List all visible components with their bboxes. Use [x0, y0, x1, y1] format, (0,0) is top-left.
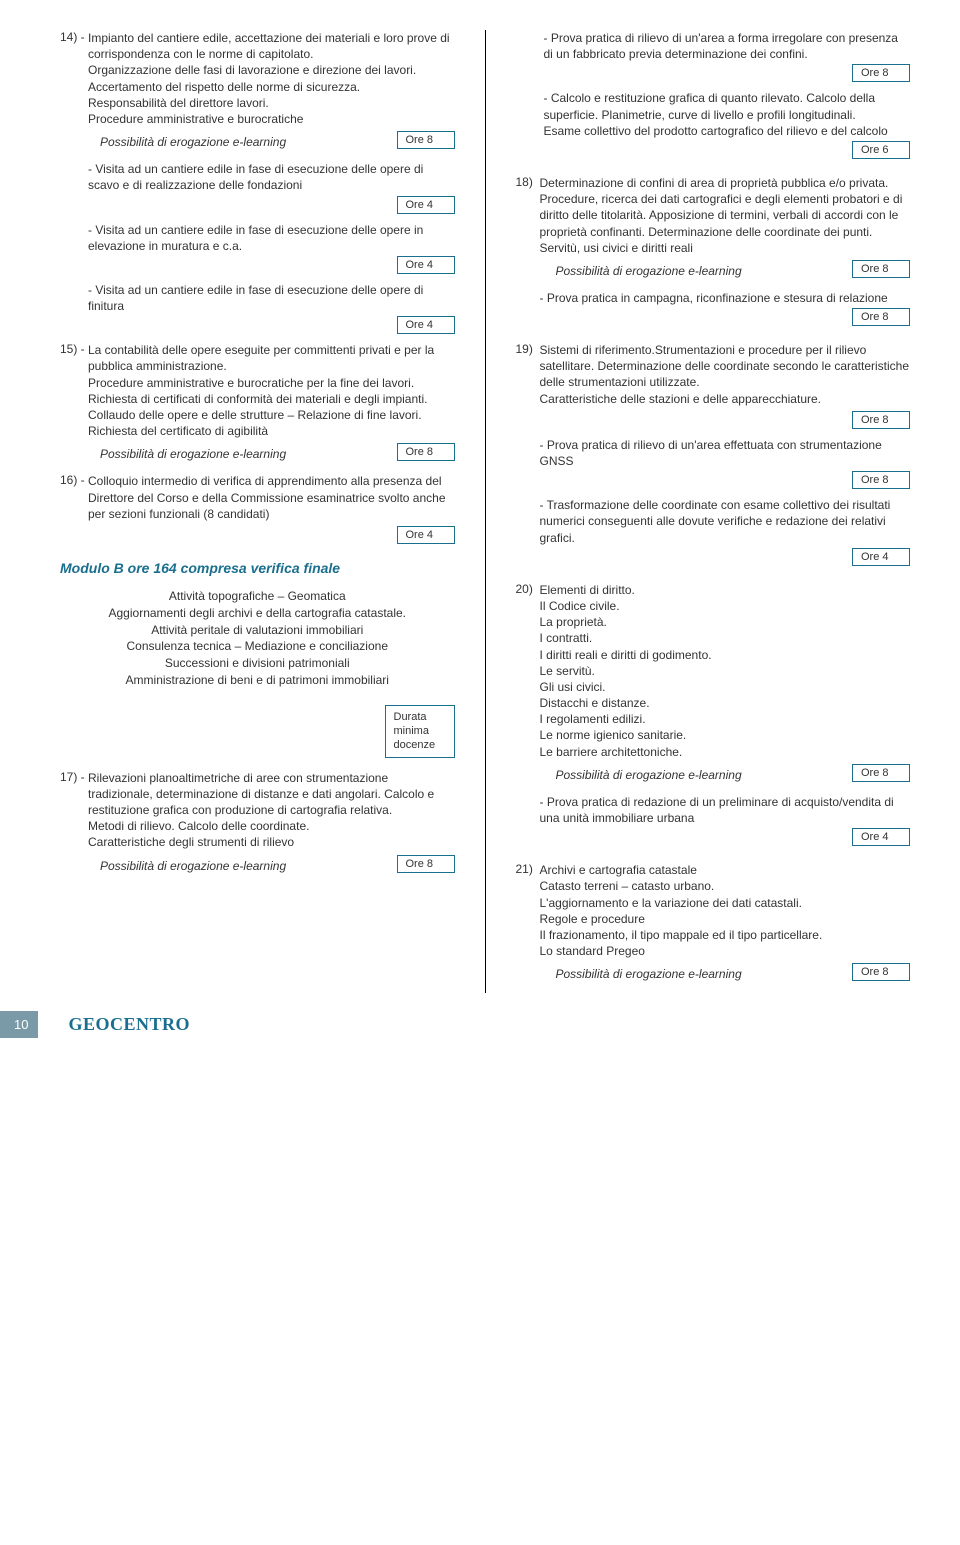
sub-item: - Trasformazione delle coordinate con es… [540, 497, 911, 546]
sub-item: - Prova pratica in campagna, riconfinazi… [540, 290, 911, 306]
item-text: Elementi di diritto. Il Codice civile. L… [540, 582, 911, 760]
item-number: 17) - [60, 770, 88, 851]
hours-box: Ore 4 [397, 196, 455, 214]
item-15: 15) - La contabilità delle opere eseguit… [60, 342, 455, 439]
hours-box: Ore 8 [852, 411, 910, 429]
item-number: 21) [516, 862, 540, 959]
footer: 10 GEOCENTRO [0, 1003, 960, 1050]
column-divider [485, 30, 486, 993]
elearning-note: Possibilità di erogazione e-learning [556, 967, 843, 981]
right-column: - Prova pratica di rilievo di un'area a … [516, 30, 911, 993]
hours-box: Ore 8 [852, 963, 910, 981]
sub-item: - Visita ad un cantiere edile in fase di… [88, 282, 455, 314]
elearning-note: Possibilità di erogazione e-learning [556, 264, 843, 278]
item-14: 14) - Impianto del cantiere edile, accet… [60, 30, 455, 127]
elearning-note: Possibilità di erogazione e-learning [100, 859, 387, 873]
item-text: Determinazione di confini di area di pro… [540, 175, 911, 256]
hours-box: Ore 8 [397, 855, 455, 873]
hours-box: Ore 4 [397, 256, 455, 274]
sub-item: - Calcolo e restituzione grafica di quan… [544, 90, 911, 139]
module-b-title: Modulo B ore 164 compresa verifica final… [60, 560, 455, 576]
hours-box: Ore 8 [852, 260, 910, 278]
page-number: 10 [0, 1011, 38, 1038]
hours-box: Ore 8 [852, 471, 910, 489]
sub-item: - Prova pratica di redazione di un preli… [540, 794, 911, 826]
item-number: 19) [516, 342, 540, 407]
left-column: 14) - Impianto del cantiere edile, accet… [60, 30, 455, 993]
hours-box: Ore 4 [397, 526, 455, 544]
hours-box: Ore 8 [397, 443, 455, 461]
elearning-note: Possibilità di erogazione e-learning [556, 768, 843, 782]
logo: GEOCENTRO [68, 1014, 190, 1035]
sub-item: - Prova pratica di rilievo di un'area ef… [540, 437, 911, 469]
item-text: Sistemi di riferimento.Strumentazioni e … [540, 342, 911, 407]
item-text: Colloquio intermedio di verifica di appr… [88, 473, 455, 522]
hours-box: Ore 8 [852, 764, 910, 782]
item-20: 20) Elementi di diritto. Il Codice civil… [516, 582, 911, 760]
item-18: 18) Determinazione di confini di area di… [516, 175, 911, 256]
elearning-note: Possibilità di erogazione e-learning [100, 135, 387, 149]
hours-box: Ore 8 [852, 64, 910, 82]
item-number: 18) [516, 175, 540, 256]
item-21: 21) Archivi e cartografia catastale Cata… [516, 862, 911, 959]
hours-box: Ore 8 [852, 308, 910, 326]
elearning-note: Possibilità di erogazione e-learning [100, 447, 387, 461]
hours-box: Ore 6 [852, 141, 910, 159]
item-number: 20) [516, 582, 540, 760]
item-17: 17) - Rilevazioni planoaltimetriche di a… [60, 770, 455, 851]
item-text: Rilevazioni planoaltimetriche di aree co… [88, 770, 455, 851]
center-description: Attività topografiche – Geomatica Aggior… [90, 588, 425, 689]
item-19: 19) Sistemi di riferimento.Strumentazion… [516, 342, 911, 407]
hours-box: Ore 8 [397, 131, 455, 149]
hours-box: Ore 4 [397, 316, 455, 334]
item-text: La contabilità delle opere eseguite per … [88, 342, 455, 439]
durata-box: Durata minima docenze [385, 705, 455, 758]
hours-box: Ore 4 [852, 828, 910, 846]
item-number: 16) - [60, 473, 88, 522]
item-number: 14) - [60, 30, 88, 127]
item-text: Archivi e cartografia catastale Catasto … [540, 862, 911, 959]
item-number: 15) - [60, 342, 88, 439]
hours-box: Ore 4 [852, 548, 910, 566]
sub-item: - Visita ad un cantiere edile in fase di… [88, 222, 455, 254]
item-text: Impianto del cantiere edile, accettazion… [88, 30, 455, 127]
sub-item: - Prova pratica di rilievo di un'area a … [544, 30, 911, 62]
sub-item: - Visita ad un cantiere edile in fase di… [88, 161, 455, 193]
item-16: 16) - Colloquio intermedio di verifica d… [60, 473, 455, 522]
